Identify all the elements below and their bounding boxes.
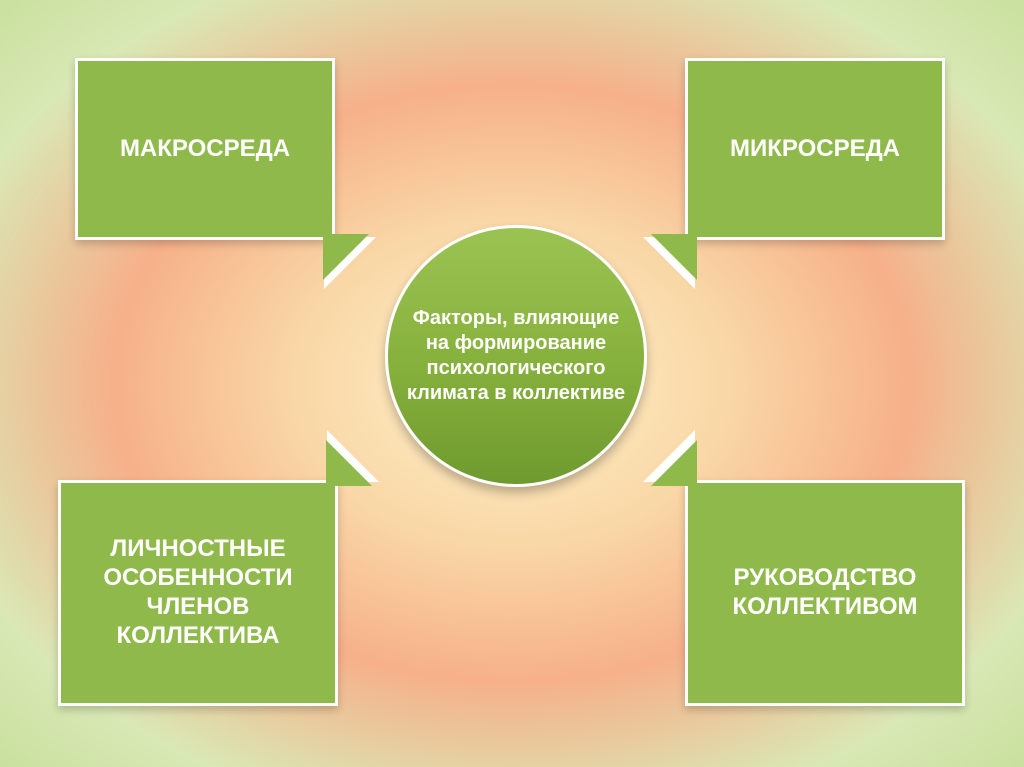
callout-micro-label: МИКРОСРЕДА <box>730 135 900 164</box>
callout-personal-tail <box>326 440 372 486</box>
callout-leadership-tail <box>651 440 697 486</box>
center-label: Факторы, влияющие на формирование психол… <box>406 306 626 406</box>
diagram-canvas: Факторы, влияющие на формирование психол… <box>0 0 1024 767</box>
callout-macro-tail <box>323 234 369 280</box>
center-circle: Факторы, влияющие на формирование психол… <box>385 225 647 487</box>
callout-macro-label: МАКРОСРЕДА <box>120 135 290 164</box>
callout-micro-tail <box>651 234 697 280</box>
callout-macro: МАКРОСРЕДА <box>75 58 335 240</box>
callout-leadership: РУКОВОДСТВО КОЛЛЕКТИВОМ <box>685 480 965 706</box>
callout-personal-label: ЛИЧНОСТНЫЕ ОСОБЕННОСТИ ЧЛЕНОВ КОЛЛЕКТИВА <box>71 535 325 650</box>
callout-leadership-label: РУКОВОДСТВО КОЛЛЕКТИВОМ <box>698 564 952 622</box>
callout-micro: МИКРОСРЕДА <box>685 58 945 240</box>
callout-personal: ЛИЧНОСТНЫЕ ОСОБЕННОСТИ ЧЛЕНОВ КОЛЛЕКТИВА <box>58 480 338 706</box>
